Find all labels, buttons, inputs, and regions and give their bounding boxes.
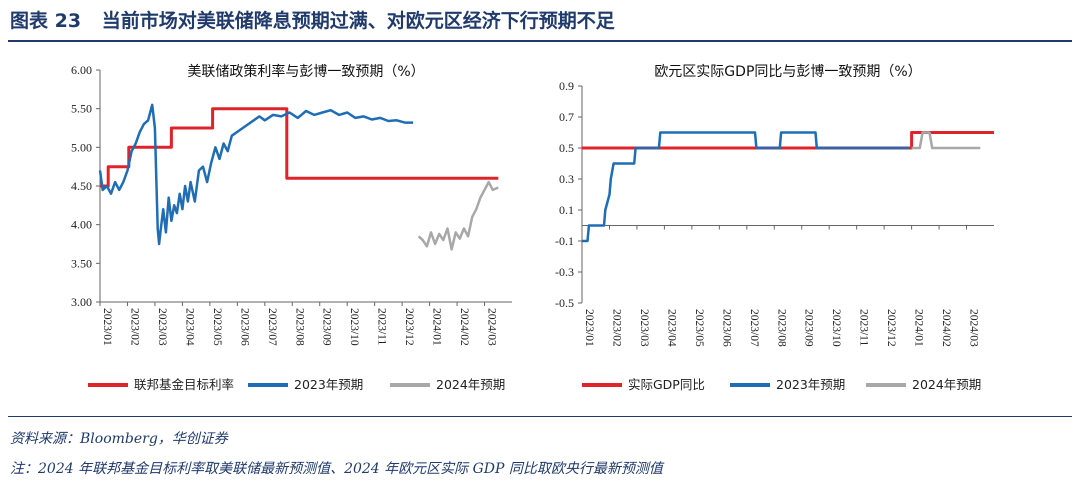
- legend-label: 2023年预期: [776, 377, 845, 392]
- x-tick-label: 2023/06: [238, 308, 250, 346]
- x-tick-label: 2024/02: [458, 308, 470, 346]
- series-line-1: [582, 131, 909, 243]
- x-tick-label: 2023/12: [885, 309, 897, 347]
- chart-title: 欧元区实际GDP同比与彭博一致预期（%）: [654, 63, 921, 80]
- title-divider: [8, 40, 1072, 42]
- y-tick-label: 3.00: [71, 295, 92, 309]
- y-tick-label: 5.50: [71, 102, 92, 116]
- x-tick-label: 2023/06: [720, 309, 732, 347]
- y-tick-label: 0.9: [559, 79, 574, 93]
- y-tick-label: 4.00: [71, 218, 92, 232]
- x-tick-label: 2023/05: [693, 309, 705, 347]
- y-tick-label: -0.1: [555, 234, 574, 248]
- x-tick-label: 2023/04: [665, 309, 677, 347]
- y-tick-label: 0.3: [559, 172, 574, 186]
- x-tick-label: 2024/01: [431, 308, 443, 346]
- x-tick-label: 2023/11: [376, 308, 388, 346]
- fed-rate-chart: 美联储政策利率与彭博一致预期（%） 3.00 3.50 4.00 4.50 5.00 5.5…: [71, 63, 512, 392]
- legend-label: 2024年预期: [436, 377, 505, 392]
- y-tick-label: -0.5: [555, 296, 574, 310]
- source-note: 资料来源：Bloomberg，华创证券: [10, 431, 228, 447]
- x-tick-label: 2023/04: [183, 308, 195, 346]
- figure-caption: 当前市场对美联储降息预期过满、对欧元区经济下行预期不足: [101, 10, 615, 32]
- x-tick-label: 2023/01: [583, 309, 595, 347]
- series-line-0: [100, 107, 499, 188]
- y-tick-label: -0.3: [555, 265, 574, 279]
- x-tick-label: 2024/03: [486, 308, 498, 346]
- y-tick-label: 0.1: [559, 203, 574, 217]
- y-tick-label: 3.50: [71, 256, 92, 270]
- x-tick-label: 2023/07: [266, 308, 278, 346]
- x-tick-label: 2023/03: [638, 309, 650, 347]
- x-tick-label: 2023/10: [348, 308, 360, 346]
- y-tick-label: 0.7: [559, 110, 574, 124]
- x-tick-label: 2023/08: [775, 309, 787, 347]
- x-tick-label: 2024/03: [968, 309, 980, 347]
- x-tick-label: 2023/02: [610, 309, 622, 347]
- x-tick-label: 2023/09: [803, 309, 815, 347]
- y-tick-label: 4.50: [71, 179, 92, 193]
- legend-label: 2023年预期: [294, 377, 363, 392]
- legend-label: 联邦基金目标利率: [134, 377, 234, 392]
- footnote: 注：2024 年联邦基金目标利率取美联储最新预测值、2024 年欧元区实际 GD…: [10, 461, 663, 477]
- legend-label: 实际GDP同比: [628, 377, 705, 392]
- chart-title: 美联储政策利率与彭博一致预期（%）: [187, 63, 424, 80]
- x-tick-label: 2023/03: [156, 308, 168, 346]
- x-tick-label: 2023/11: [858, 309, 870, 347]
- x-tick-label: 2023/09: [321, 308, 333, 346]
- y-tick-label: 6.00: [71, 63, 92, 77]
- x-tick-label: 2024/01: [913, 309, 925, 347]
- x-tick-label: 2023/02: [128, 308, 140, 346]
- series-line-2: [911, 131, 981, 150]
- y-tick-label: 5.00: [71, 140, 92, 154]
- x-tick-label: 2023/12: [403, 308, 415, 346]
- series-line-2: [417, 180, 499, 251]
- euro-gdp-chart: 欧元区实际GDP同比与彭博一致预期（%） -0.5 -0.3 -0.1 0.1 0.3 0.…: [555, 63, 994, 392]
- x-tick-label: 2023/05: [211, 308, 223, 346]
- x-tick-label: 2023/07: [748, 309, 760, 347]
- x-tick-label: 2023/10: [830, 309, 842, 347]
- x-tick-label: 2024/02: [940, 309, 952, 347]
- y-tick-label: 0.5: [559, 141, 574, 155]
- notes-divider: [8, 416, 1072, 417]
- figure-number: 图表 23: [10, 10, 82, 32]
- figure-title: 图表 23 当前市场对美联储降息预期过满、对欧元区经济下行预期不足: [10, 6, 615, 33]
- series-line-1: [98, 103, 414, 246]
- x-tick-label: 2023/01: [101, 308, 113, 346]
- x-tick-label: 2023/08: [293, 308, 305, 346]
- legend-label: 2024年预期: [912, 377, 981, 392]
- series-line-0: [582, 131, 994, 150]
